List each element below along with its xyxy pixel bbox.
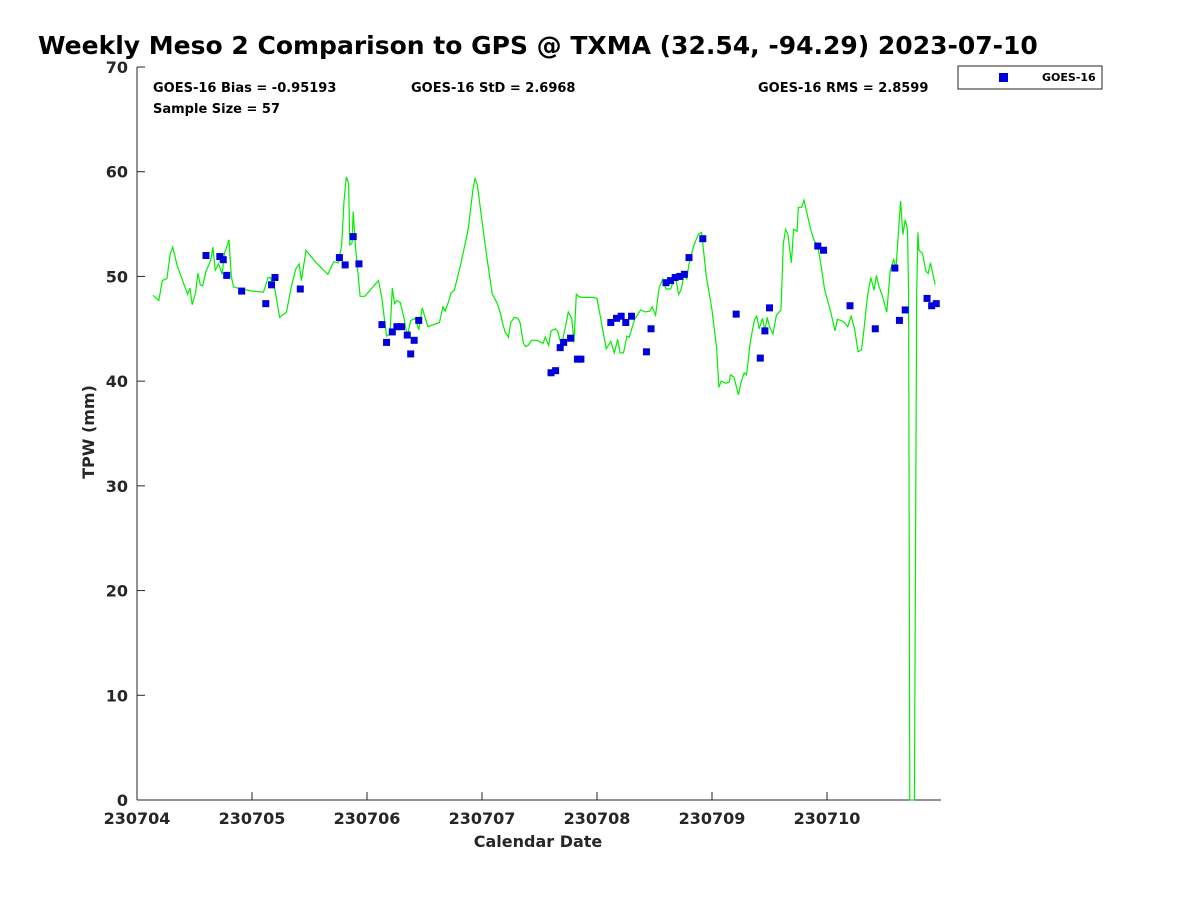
goes16-point bbox=[622, 319, 630, 327]
y-tick-label: 30 bbox=[106, 477, 128, 496]
goes16-point bbox=[647, 325, 655, 333]
goes16-point bbox=[547, 369, 555, 377]
goes16-point bbox=[642, 348, 650, 356]
goes16-point bbox=[349, 233, 357, 241]
goes16-point bbox=[923, 294, 931, 302]
y-tick-label: 40 bbox=[106, 372, 128, 391]
goes16-point bbox=[685, 254, 693, 262]
y-tick-label: 20 bbox=[106, 582, 128, 601]
goes16-point bbox=[732, 310, 740, 318]
goes16-point bbox=[219, 256, 227, 264]
legend: GOES-16 bbox=[957, 65, 1103, 90]
x-tick-label: 230709 bbox=[679, 809, 746, 828]
goes16-point bbox=[846, 302, 854, 310]
goes16-point bbox=[383, 338, 391, 346]
x-tick-label: 230705 bbox=[219, 809, 286, 828]
goes16-point bbox=[628, 312, 635, 320]
legend-box bbox=[957, 65, 1103, 90]
goes16-point bbox=[556, 344, 564, 352]
goes16-point bbox=[268, 281, 276, 289]
y-tick-label: 60 bbox=[106, 163, 128, 182]
y-axis-label: TPW (mm) bbox=[79, 385, 98, 479]
goes16-point bbox=[335, 254, 343, 262]
gps-tpw-line bbox=[152, 176, 936, 801]
x-tick-label: 230708 bbox=[564, 809, 631, 828]
goes16-point bbox=[355, 260, 363, 268]
goes16-point bbox=[607, 319, 615, 327]
x-tick-label: 230707 bbox=[449, 809, 516, 828]
x-tick-label: 230706 bbox=[334, 809, 401, 828]
x-tick-label: 230704 bbox=[104, 809, 171, 828]
goes16-point bbox=[378, 321, 386, 329]
goes16-point bbox=[223, 271, 231, 279]
goes16-point bbox=[271, 273, 279, 281]
stat-rms: GOES-16 RMS = 2.8599 bbox=[758, 81, 928, 96]
goes16-point bbox=[901, 306, 909, 314]
chart-title: Weekly Meso 2 Comparison to GPS @ TXMA (… bbox=[38, 31, 1038, 60]
goes16-point bbox=[560, 338, 568, 346]
stat-std: GOES-16 StD = 2.6968 bbox=[411, 81, 575, 96]
goes16-point bbox=[891, 264, 899, 272]
goes16-point bbox=[667, 277, 675, 285]
goes16-point bbox=[398, 323, 405, 331]
goes16-point bbox=[662, 279, 670, 287]
plot-area: 0 10 20 30 40 50 60 70 230704 230705 230706 230707 2… bbox=[104, 58, 941, 828]
y-tick-label: 10 bbox=[106, 686, 128, 705]
goes16-point bbox=[766, 304, 773, 312]
goes16-point bbox=[613, 314, 621, 322]
legend-marker bbox=[999, 73, 1008, 82]
goes16-point bbox=[895, 316, 903, 324]
goes16-point bbox=[296, 285, 304, 293]
y-tick-label: 0 bbox=[117, 791, 128, 810]
goes16-point bbox=[671, 273, 679, 281]
goes16-point bbox=[403, 331, 411, 339]
goes16-point bbox=[262, 300, 270, 308]
goes16-point bbox=[341, 261, 349, 269]
goes16-point bbox=[410, 336, 418, 344]
y-tick-label: 50 bbox=[106, 267, 128, 286]
goes16-point bbox=[393, 323, 401, 331]
goes16-point bbox=[567, 334, 575, 342]
goes16-point bbox=[820, 246, 828, 254]
x-axis-label: Calendar Date bbox=[474, 832, 603, 851]
goes16-point bbox=[617, 312, 625, 320]
goes16-point bbox=[388, 328, 396, 336]
x-tick-label: 230710 bbox=[794, 809, 861, 828]
goes16-point bbox=[680, 270, 688, 278]
goes16-point bbox=[756, 354, 764, 362]
goes16-point bbox=[932, 300, 940, 308]
goes16-point bbox=[928, 302, 936, 310]
goes16-point bbox=[415, 316, 423, 324]
stat-sample-size: Sample Size = 57 bbox=[153, 102, 280, 117]
goes16-point bbox=[577, 355, 585, 363]
goes16-point bbox=[676, 272, 684, 280]
goes16-point bbox=[238, 287, 246, 295]
legend-label: GOES-16 bbox=[1042, 71, 1096, 84]
goes16-point bbox=[407, 350, 415, 358]
y-tick-label: 70 bbox=[106, 58, 128, 77]
goes16-point bbox=[814, 242, 822, 250]
goes16-point bbox=[871, 325, 879, 333]
goes16-point bbox=[202, 251, 210, 259]
stat-bias: GOES-16 Bias = -0.95193 bbox=[153, 81, 336, 96]
goes16-point bbox=[699, 235, 707, 243]
goes16-point bbox=[761, 327, 769, 335]
goes16-point bbox=[552, 367, 560, 375]
